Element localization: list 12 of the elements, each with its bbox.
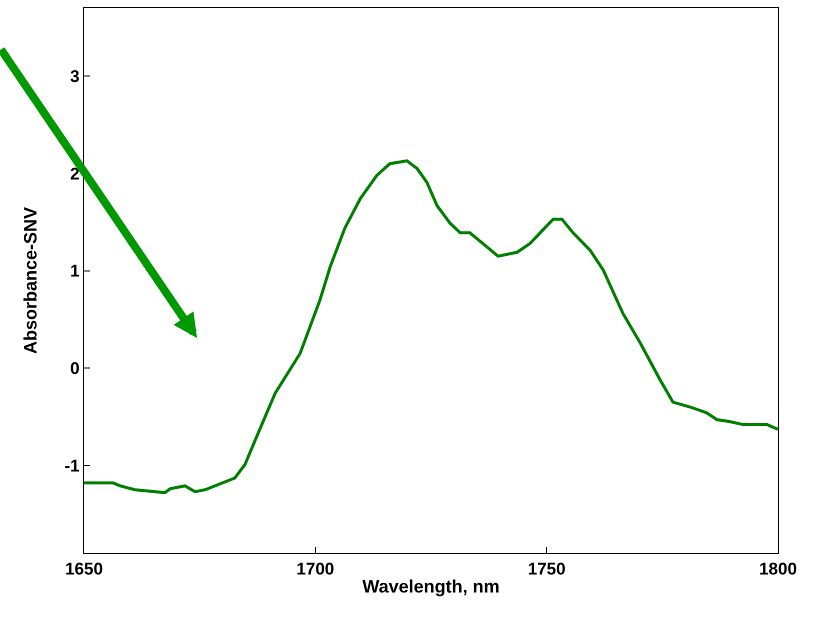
- y-tick-label: 3: [70, 67, 80, 86]
- y-tick-label: 1: [70, 262, 80, 281]
- line-series: [84, 159, 778, 494]
- x-tick-label: 1800: [759, 559, 797, 578]
- y-tick-label: -1: [64, 456, 80, 476]
- y-tick-label: 2: [70, 164, 80, 184]
- x-tick-label: 1650: [65, 559, 103, 578]
- x-tick-label: 1750: [528, 559, 566, 578]
- y-tick-label: 0: [70, 359, 80, 378]
- x-axis-title: Wavelength, nm: [362, 576, 500, 596]
- x-tick-label: 1700: [296, 559, 334, 578]
- y-axis-title: Absorbance-SNV: [20, 206, 41, 354]
